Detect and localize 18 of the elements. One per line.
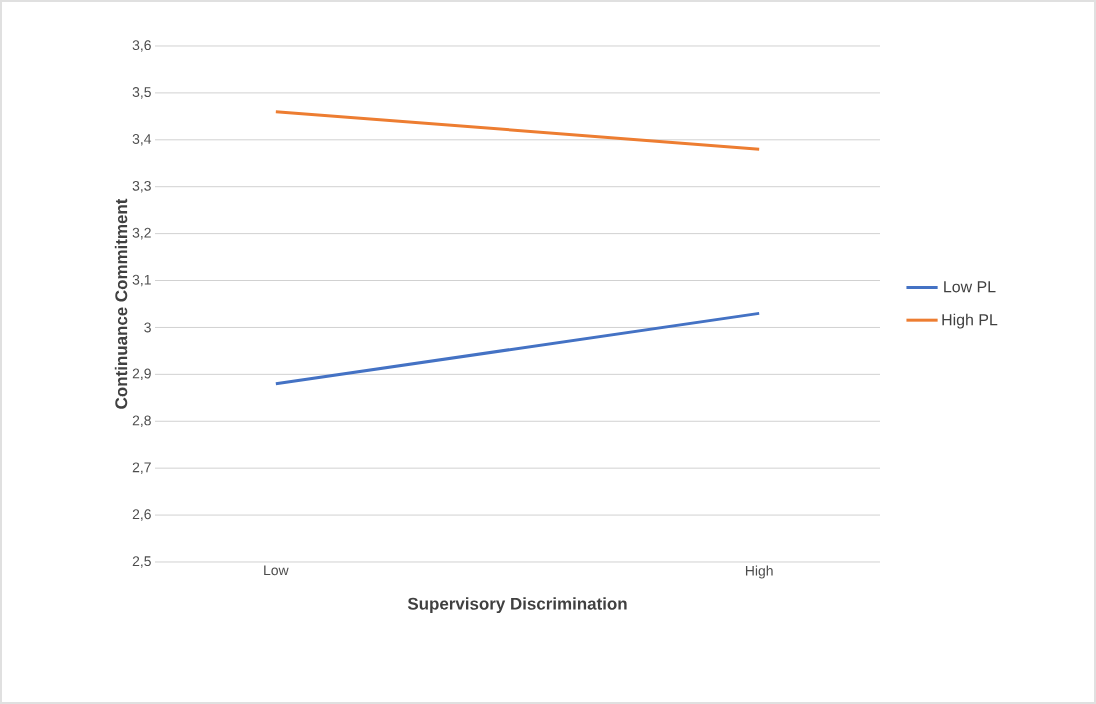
x-tick-label: Low bbox=[264, 565, 289, 576]
y-tick-label: 2,5 bbox=[132, 556, 151, 568]
x-axis-title: Supervisory Discrimination bbox=[407, 597, 627, 614]
y-tick-label: 3,3 bbox=[132, 180, 151, 193]
y-tick-label: 3,1 bbox=[132, 274, 151, 287]
y-tick-label: 3,2 bbox=[132, 227, 151, 240]
x-tick-label: High bbox=[745, 565, 773, 579]
y-tick-label: 3,6 bbox=[132, 40, 151, 52]
y-tick-label: 2,9 bbox=[132, 368, 151, 381]
y-tick-label: 2,6 bbox=[132, 509, 151, 521]
legend-label: High PL bbox=[942, 313, 998, 329]
y-axis-title: Continuance Commitment bbox=[114, 198, 128, 409]
y-tick-label: 3,4 bbox=[132, 134, 152, 146]
y-tick-label: 3 bbox=[144, 322, 151, 333]
y-tick-label: 2,8 bbox=[132, 415, 151, 428]
y-tick-label: 3,5 bbox=[132, 87, 151, 99]
y-tick-label: 2,7 bbox=[132, 462, 151, 474]
legend-label: Low PL bbox=[944, 281, 996, 293]
